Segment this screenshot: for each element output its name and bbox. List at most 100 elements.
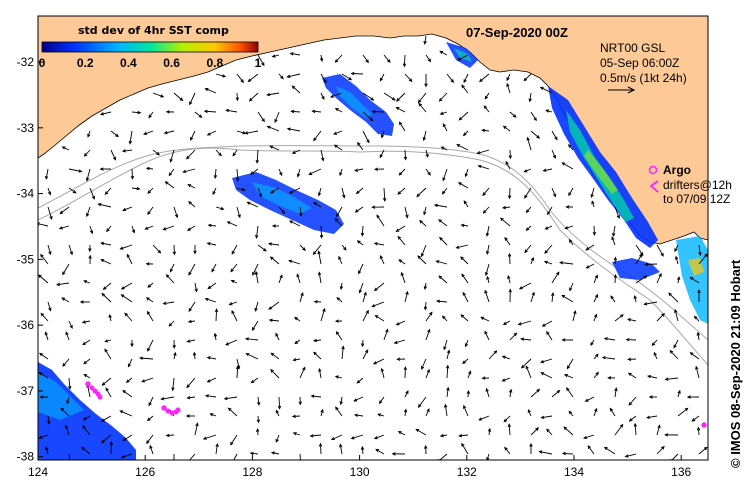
current-arrow xyxy=(213,168,218,180)
current-arrow xyxy=(625,337,637,342)
current-arrow xyxy=(232,149,238,157)
current-arrow xyxy=(127,358,133,368)
x-axis: 124 126 128 130 132 134 136 xyxy=(28,455,692,479)
colorbar-tick-label: 0.6 xyxy=(163,56,180,70)
current-arrow xyxy=(339,168,343,177)
current-arrow xyxy=(425,54,432,63)
x-tick-label: 136 xyxy=(671,465,691,479)
current-arrow xyxy=(291,85,301,94)
current-arrow xyxy=(270,451,280,455)
current-arrow xyxy=(443,339,448,351)
current-arrow xyxy=(256,415,261,424)
current-arrow xyxy=(83,358,91,365)
current-arrow xyxy=(278,73,284,80)
current-arrow xyxy=(68,244,73,256)
current-arrow xyxy=(464,168,469,178)
current-arrow xyxy=(689,352,700,360)
colorbar-tick-label: 0.4 xyxy=(120,56,137,70)
current-arrow xyxy=(691,415,700,422)
current-arrow xyxy=(278,206,286,215)
current-arrow xyxy=(58,225,70,230)
current-arrow xyxy=(47,206,53,220)
current-arrow xyxy=(400,271,406,284)
current-arrow xyxy=(254,301,259,312)
current-arrow xyxy=(277,396,282,410)
current-arrow xyxy=(236,187,246,192)
current-arrow xyxy=(68,168,83,173)
current-arrow xyxy=(188,263,196,276)
current-arrow xyxy=(507,187,512,200)
current-arrow xyxy=(656,272,662,284)
current-arrow xyxy=(318,367,322,379)
x-tick-label: 132 xyxy=(457,465,477,479)
current-arrow xyxy=(542,168,553,172)
current-arrow xyxy=(376,214,385,227)
current-arrow xyxy=(482,187,490,197)
current-arrow xyxy=(403,408,408,417)
current-arrow xyxy=(335,330,343,341)
current-arrow xyxy=(664,377,679,381)
current-arrow xyxy=(551,271,560,284)
current-arrow xyxy=(223,396,238,401)
current-arrow xyxy=(185,149,196,160)
y-axis: -32 -33 -34 -35 -36 -37 -38 xyxy=(17,55,43,464)
current-arrow xyxy=(439,111,448,115)
current-arrow xyxy=(60,407,70,417)
current-arrow xyxy=(104,348,112,360)
current-arrow xyxy=(461,84,469,94)
current-arrow xyxy=(502,125,511,132)
current-arrow xyxy=(89,187,95,200)
current-arrow xyxy=(131,110,142,115)
current-arrow xyxy=(130,340,134,348)
plot-frame xyxy=(37,15,709,461)
current-arrow xyxy=(524,244,532,254)
current-arrow xyxy=(501,377,511,382)
current-arrow xyxy=(530,427,540,436)
argo-icon xyxy=(648,165,658,175)
current-arrow xyxy=(269,256,280,265)
current-arrow xyxy=(525,225,532,231)
current-arrow xyxy=(66,396,70,405)
current-arrow xyxy=(530,388,541,398)
current-arrow xyxy=(689,276,700,284)
current-arrow xyxy=(334,319,343,323)
current-arrow xyxy=(271,224,280,228)
current-arrow xyxy=(152,92,165,98)
current-arrow xyxy=(504,236,511,246)
current-arrow xyxy=(186,339,196,343)
current-arrow xyxy=(677,389,681,398)
current-arrow xyxy=(274,111,280,124)
current-arrow xyxy=(125,377,133,383)
current-arrow xyxy=(120,282,133,290)
current-arrow xyxy=(425,149,429,158)
current-arrow xyxy=(313,130,322,142)
current-arrow xyxy=(499,217,511,227)
current-arrow xyxy=(143,130,154,135)
current-arrow xyxy=(267,242,280,246)
current-arrow xyxy=(462,291,469,303)
current-arrow xyxy=(416,187,427,198)
current-arrow xyxy=(656,445,665,455)
current-arrow xyxy=(108,314,112,322)
current-arrow xyxy=(455,244,469,249)
current-arrow xyxy=(194,422,199,436)
current-arrow xyxy=(144,225,154,230)
current-arrow xyxy=(395,107,406,113)
current-arrow xyxy=(299,292,304,303)
current-arrow xyxy=(61,297,70,303)
current-arrow xyxy=(403,366,408,379)
current-arrow xyxy=(374,315,385,322)
current-arrow xyxy=(425,168,431,176)
current-arrow xyxy=(395,320,406,326)
current-arrow xyxy=(664,433,679,437)
current-arrow xyxy=(286,73,301,78)
current-arrow xyxy=(380,130,385,139)
current-arrow xyxy=(100,259,112,265)
current-arrow xyxy=(528,92,532,103)
current-arrow xyxy=(122,434,133,441)
current-arrow xyxy=(226,221,238,227)
current-arrow xyxy=(251,320,259,331)
current-arrow xyxy=(626,318,637,322)
current-arrow xyxy=(257,54,265,67)
